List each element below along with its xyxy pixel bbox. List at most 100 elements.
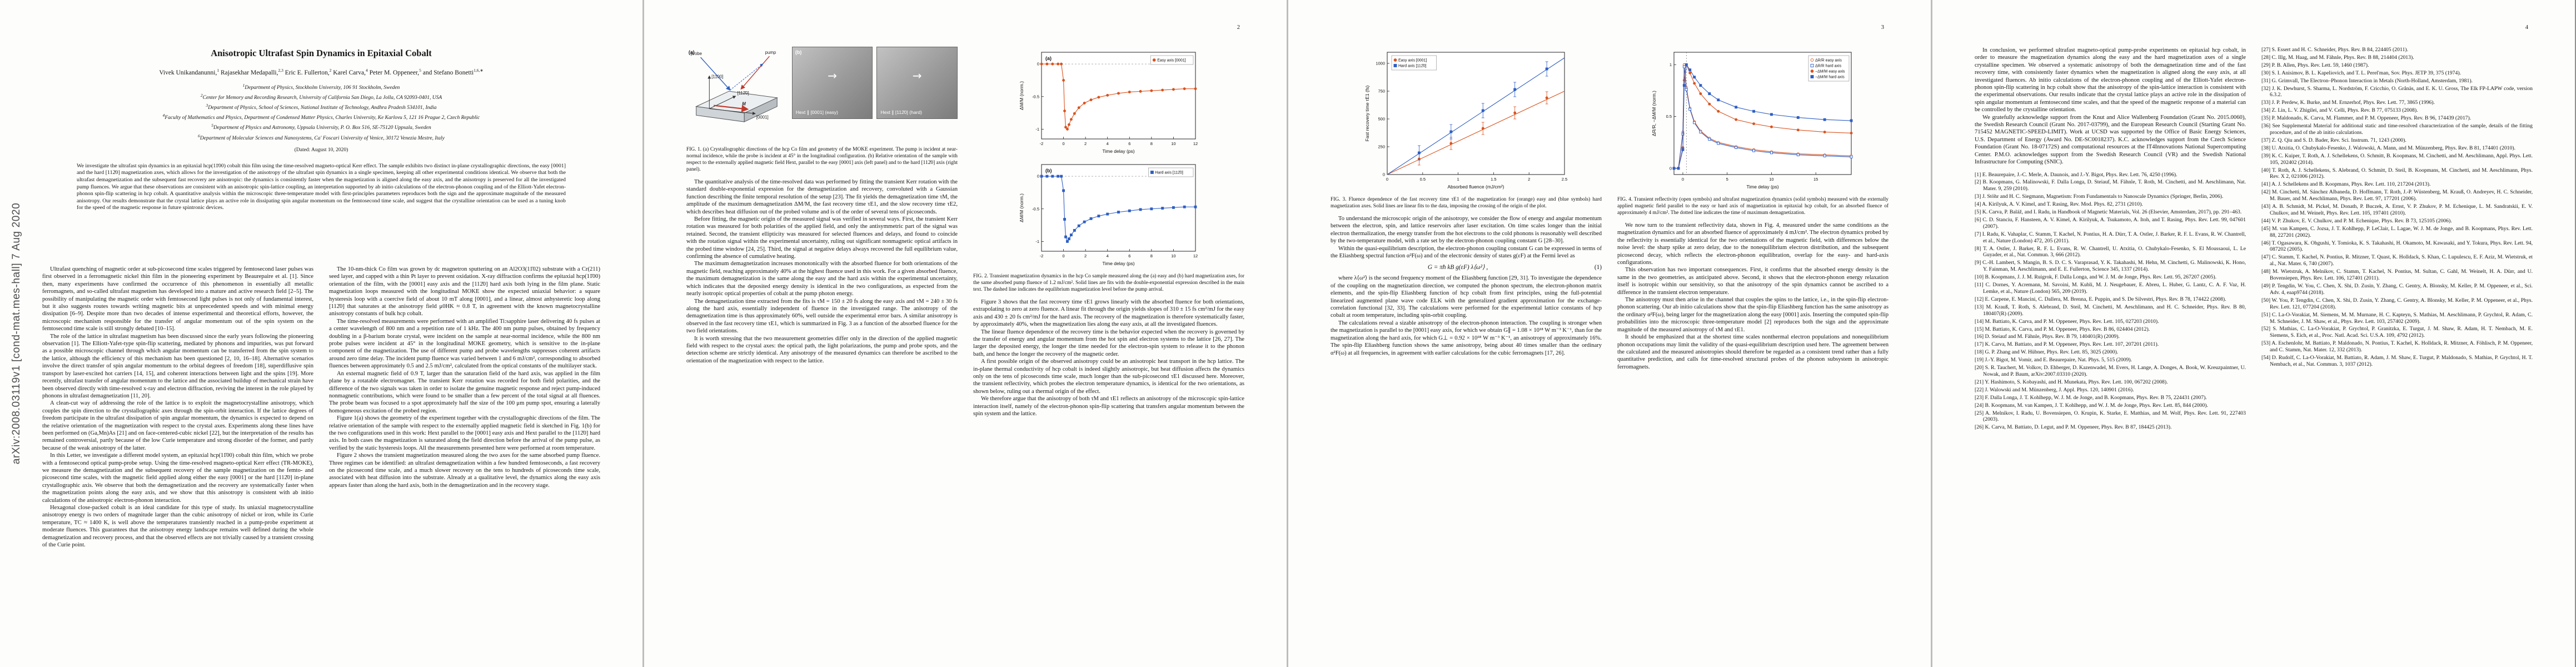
easy-axis-label: [0001] [756, 115, 769, 120]
reference: [48] M. Wietstruk, A. Melnikov, C. Stamm… [2261, 268, 2533, 282]
page-number: 4 [2525, 24, 2528, 31]
svg-text:2: 2 [1084, 253, 1087, 258]
svg-text:6: 6 [1128, 253, 1130, 258]
svg-text:0: 0 [1037, 62, 1039, 67]
svg-text:0: 0 [1062, 253, 1064, 258]
svg-text:−ΔM/M hard axis: −ΔM/M hard axis [1815, 75, 1845, 79]
fig1-crystal-sketch: (a) [11̄00] [0001] [112̄0] M pump [689, 49, 778, 122]
magnetization-arrow [714, 104, 749, 112]
paragraph: Hexagonal close-packed cobalt is an idea… [42, 505, 313, 549]
paragraph: Figure 3 shows that the fast recovery ti… [973, 299, 1244, 328]
page-number: 2 [1237, 24, 1240, 31]
paragraph: The demagnetization time extracted from … [686, 298, 958, 335]
reference: [8] T. A. Ostler, J. Barker, R. F. L. Ev… [1975, 245, 2246, 258]
fig3-plot: 0 0.5 1 1.5 2 2.5 0 250 500 750 1000 Absorbed fluen… [1364, 52, 1567, 190]
figure-3: 0 0.5 1 1.5 2 2.5 0 250 500 750 1000 Absorbed fluen… [1331, 47, 1602, 210]
reference: [11] C. Dornes, Y. Acremann, M. Savoini,… [1975, 282, 2246, 295]
svg-text:10: 10 [1171, 141, 1175, 146]
svg-text:12: 12 [1193, 141, 1198, 146]
reference: [50] W. You, P. Tengdin, C. Chen, X. Shi… [2261, 297, 2533, 310]
svg-text:15: 15 [1813, 177, 1818, 182]
svg-text:−ΔM/M easy axis: −ΔM/M easy axis [1815, 69, 1845, 73]
reference: [23] F. Dalla Longa, J. T. Kohlhepp, W. … [1975, 394, 2207, 401]
svg-text:Easy axis [0001]: Easy axis [0001] [1398, 58, 1427, 62]
paragraph: It should be emphasized that at the shor… [1617, 334, 1889, 370]
reference: [20] S. R. Tauchert, M. Volkov, D. Ehber… [1975, 365, 2246, 377]
paragraph: We gratefully acknowledge support from t… [1975, 114, 2246, 166]
p4-conclusion-text: In conclusion, we performed ultrafast ma… [1975, 47, 2246, 166]
paragraph: A first possible origin of the observed … [973, 359, 1244, 395]
fig2a-plot: -2 0 2 4 6 8 10 12 0 -0.5 -1 Time delay (ps) ΔM/M (n… [1019, 52, 1198, 154]
reference: [30] S. I. Anisimov, B. L. Kapeliovich, … [2261, 69, 2461, 76]
p3-left-text-a: To understand the microscopic origin of … [1331, 215, 1602, 260]
reference: [47] C. Stamm, T. Kachel, N. Pontius, R.… [2261, 254, 2533, 267]
reference: [14] M. Battiato, K. Carva, and P. M. Op… [1975, 318, 2159, 325]
references-right: [27] S. Essert and H. C. Schneider, Phys… [2261, 47, 2533, 368]
paragraph: Within the quasi-equilibrium description… [1331, 245, 1602, 260]
svg-text:0.5: 0.5 [1420, 177, 1426, 182]
normal-axis-label: [11̄00] [711, 74, 723, 79]
reference: [21] Y. Hashimoto, S. Kobayashi, and H. … [1975, 379, 2168, 385]
p2-column-left: (a) [11̄00] [0001] [112̄0] M pump [686, 47, 958, 365]
reference: [1] E. Beaurepaire, J.-C. Merle, A. Daun… [1975, 171, 2178, 178]
svg-text:4: 4 [1107, 141, 1109, 146]
paper-title: Anisotropic Ultrafast Spin Dynamics in E… [211, 48, 432, 58]
svg-text:1.5: 1.5 [1491, 177, 1496, 182]
reference: [42] M. Cinchetti, M. Sánchez Albaneda, … [2261, 189, 2533, 202]
paragraph: Before fitting, the magnetic origin of t… [686, 216, 958, 260]
figure-2: -2 0 2 4 6 8 10 12 0 -0.5 -1 Time delay (ps) ΔM/M (n… [973, 47, 1244, 293]
reference: [39] K. C. Kuiper, T. Roth, A. J. Schell… [2261, 152, 2533, 166]
figure-1: (a) [11̄00] [0001] [112̄0] M pump [686, 47, 958, 173]
svg-text:ΔR/R, −ΔM/M (norm.): ΔR/R, −ΔM/M (norm.) [1651, 91, 1657, 136]
paragraph: The anisotropy must then arise in the ch… [1617, 297, 1889, 333]
reference: [7] I. Radu, K. Vahaplar, C. Stamm, T. K… [1975, 231, 2246, 244]
svg-text:-0.5: -0.5 [1032, 94, 1039, 99]
reflected-probe-beam [730, 63, 764, 91]
p3-column-left: 0 0.5 1 1.5 2 2.5 0 250 500 750 1000 Absorbed fluen… [1331, 47, 1602, 357]
reference: [34] Z. Lin, L. V. Zhigilei, and V. Cell… [2261, 107, 2418, 114]
fig1-caption: FIG. 1. (a) Crystallographic directions … [686, 147, 958, 172]
fig3-caption: FIG. 3. Fluence dependence of the fast r… [1331, 197, 1602, 209]
paragraph: where λ⟨ω²⟩ is the second frequency mome… [1331, 275, 1602, 319]
paragraph: It is worth stressing that the two measu… [686, 335, 958, 364]
paragraph: The calculations reveal a sizable anisot… [1331, 320, 1602, 356]
affiliation-line: 2Center for Memory and Recording Researc… [200, 92, 442, 101]
reference: [25] A. Melnikov, I. Radu, U. Bovensiepe… [1975, 410, 2246, 423]
reference: [13] M. Krauß, T. Roth, S. Alebrand, D. … [1975, 303, 2246, 317]
pump-label: pump [765, 50, 776, 55]
page-1: arXiv:2008.03119v1 [cond-mat.mes-hall] 7… [0, 0, 642, 667]
svg-text:(b): (b) [1045, 168, 1052, 173]
svg-text:0: 0 [1670, 166, 1672, 171]
reference: [43] A. B. Schmidt, M. Pickel, M. Donath… [2261, 203, 2533, 216]
paragraph: Figure 1(a) shows the geometry of the ex… [329, 415, 600, 451]
paragraph: Figure 2 shows the transient magnetizati… [329, 452, 600, 489]
reference: [40] T. Roth, A. J. Schellekens, S. Aleb… [2261, 167, 2533, 180]
field-arrow-icon: → [912, 69, 922, 83]
reference: [10] B. Koopmans, J. J. M. Ruigrok, F. D… [1975, 274, 2217, 281]
svg-text:ΔR/R hard axis: ΔR/R hard axis [1815, 64, 1842, 68]
film-side-face [744, 97, 778, 122]
hard-axis-label: [112̄0] [737, 91, 749, 96]
svg-text:Easy axis [0001]: Easy axis [0001] [1157, 58, 1185, 62]
reference: [32] J. K. Dewhurst, S. Sharma, L. Nords… [2261, 85, 2533, 98]
svg-text:8: 8 [1150, 253, 1153, 258]
svg-text:8: 8 [1150, 141, 1153, 146]
p3-right-text: We now turn to the transient reflectivit… [1617, 222, 1889, 371]
svg-text:-1: -1 [1035, 127, 1039, 132]
front-matter: Anisotropic Ultrafast Spin Dynamics in E… [42, 48, 600, 212]
paragraph: In this Letter, we investigate a differe… [42, 452, 313, 504]
equation-1: G = πħ kB g(εF) λ⟨ω²⟩ , (1) [1331, 263, 1602, 271]
reference: [33] J. P. Perdew, K. Burke, and M. Ernz… [2261, 99, 2435, 106]
reference: [19] J.-Y. Bigot, M. Vomir, and E. Beaur… [1975, 357, 2132, 364]
easy-axis-arrow [709, 108, 756, 115]
svg-text:Absorbed fluence (mJ/cm²): Absorbed fluence (mJ/cm²) [1447, 184, 1504, 190]
p3-left-text-b: where λ⟨ω²⟩ is the second frequency mome… [1331, 275, 1602, 356]
svg-text:0: 0 [1386, 177, 1388, 182]
svg-text:ΔM/M (norm.): ΔM/M (norm.) [1019, 193, 1024, 222]
paragraph: We now turn to the transient reflectivit… [1617, 222, 1889, 266]
svg-text:Time delay (ps): Time delay (ps) [1102, 148, 1134, 154]
svg-text:12: 12 [1193, 253, 1198, 258]
reference: [54] D. Rudolf, C. La-O-Vorakiat, M. Bat… [2261, 355, 2533, 367]
probe-beam [700, 57, 731, 91]
